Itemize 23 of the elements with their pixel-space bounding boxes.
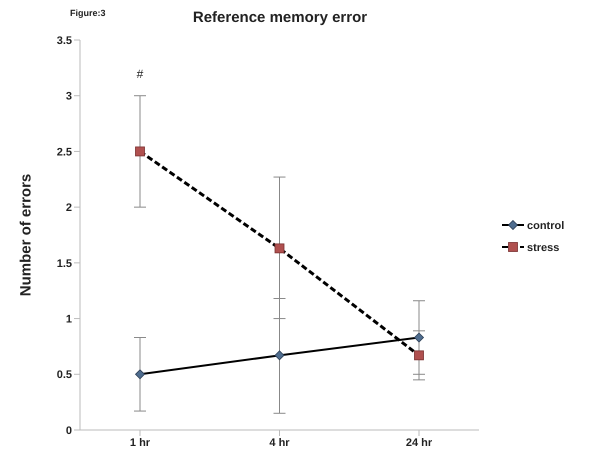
- y-tick-label: 0.5: [56, 369, 72, 382]
- x-tick-label: 24 hr: [406, 436, 433, 449]
- legend-label: stress: [527, 242, 560, 254]
- x-tick-label: 1 hr: [130, 436, 151, 449]
- y-tick-label: 1: [66, 313, 72, 326]
- y-tick-label: 1.5: [56, 258, 72, 270]
- legend-label: control: [527, 220, 564, 232]
- y-tick-label: 2: [66, 202, 72, 214]
- point: [135, 369, 145, 380]
- point: [414, 350, 424, 360]
- point: [414, 332, 424, 342]
- y-tick-label: 3.5: [56, 34, 72, 47]
- y-tick-label: 0: [66, 424, 72, 437]
- point: [135, 146, 145, 156]
- text: Figure:3: [70, 8, 106, 18]
- y-tick-label: 3: [66, 90, 72, 103]
- point: [274, 350, 284, 360]
- chart-title: Reference memory error: [192, 9, 368, 26]
- y-axis-title: Number of errors: [17, 174, 34, 296]
- point: [274, 243, 284, 254]
- x-tick-label: 4 hr: [269, 436, 290, 449]
- annotation: #: [136, 67, 144, 81]
- y-tick-label: 2.5: [56, 146, 72, 158]
